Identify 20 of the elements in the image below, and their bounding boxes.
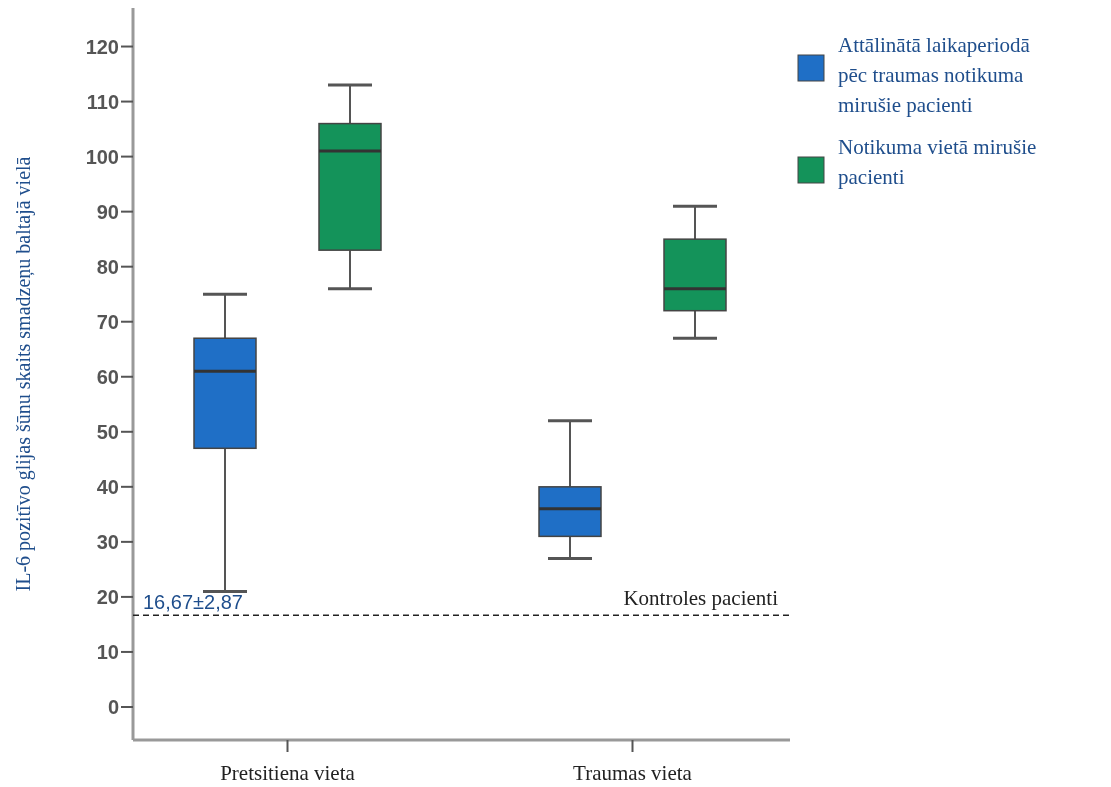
y-tick-label: 110 (86, 90, 119, 113)
y-axis-title: IL-6 pozitīvo glijas šūnu skaits smadzeņu baltajā vielā (12, 156, 35, 592)
y-tick-label: 80 (96, 255, 119, 278)
ref-line-label: 16,67±2,87 (143, 591, 243, 614)
y-tick-label: 60 (96, 365, 119, 388)
y-tick-label: 20 (96, 585, 119, 608)
y-tick-label: 40 (96, 475, 119, 498)
y-tick-label: 90 (96, 200, 119, 223)
x-tick-label: Traumas vieta (573, 761, 693, 785)
y-tick-label: 50 (96, 420, 119, 443)
y-tick-label: 0 (107, 695, 119, 718)
legend-label: Attālinātā laikaperiodā pēc traumas notikuma mirušie pacienti (838, 33, 1031, 117)
y-tick-label: 30 (96, 530, 119, 553)
y-tick-label: 120 (85, 35, 119, 58)
y-tick-label: 70 (96, 310, 119, 333)
annotation: Kontroles pacienti (623, 586, 779, 611)
y-tick-label: 100 (85, 145, 119, 168)
legend-label: Notikuma vietā mirušie pacienti (838, 135, 1037, 189)
x-tick-label: Pretsitiena vieta (220, 761, 356, 785)
y-tick-label: 10 (96, 640, 119, 663)
